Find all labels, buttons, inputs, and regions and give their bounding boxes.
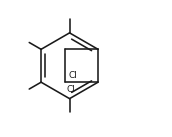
Text: Cl: Cl: [69, 71, 78, 80]
Text: Cl: Cl: [67, 85, 75, 94]
